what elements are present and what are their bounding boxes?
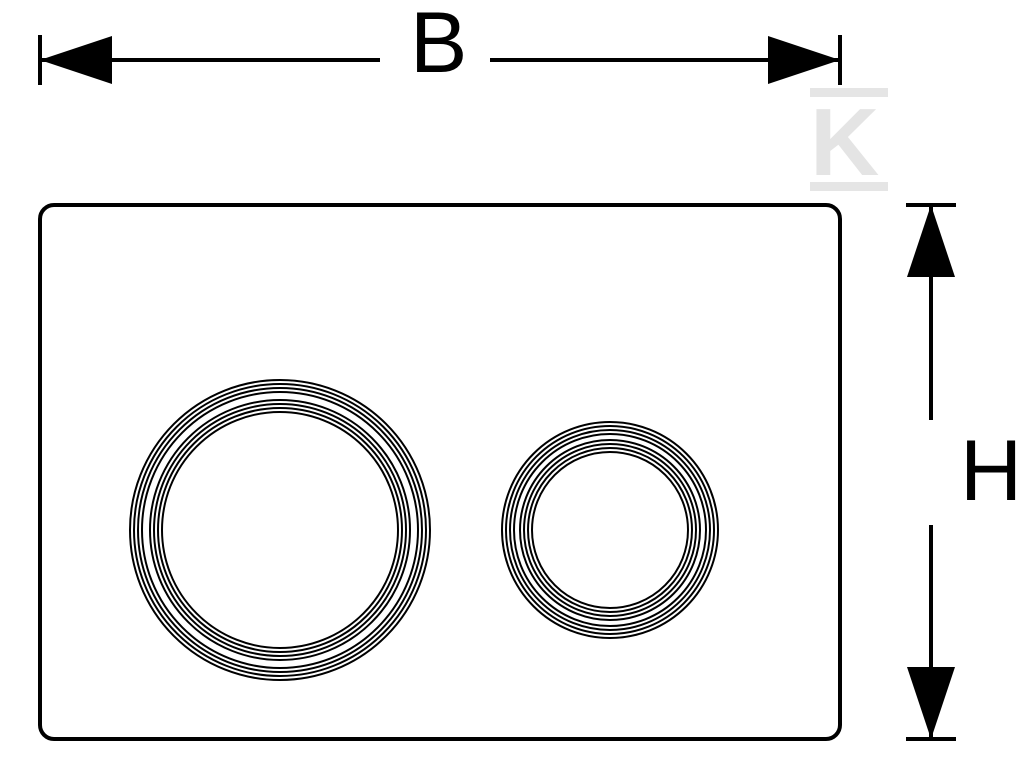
arrowhead-up-icon xyxy=(907,205,955,277)
flush-button-small xyxy=(502,422,718,638)
dimension-height xyxy=(906,205,956,739)
arrowhead-right-icon xyxy=(768,36,840,84)
arrowhead-left-icon xyxy=(40,36,112,84)
flush-button-large xyxy=(130,380,430,680)
arrowhead-down-icon xyxy=(907,667,955,739)
diagram-stage: K B H xyxy=(0,0,1024,766)
dimension-width xyxy=(40,35,840,85)
flush-plate xyxy=(40,205,840,739)
drawing-svg xyxy=(0,0,1024,766)
